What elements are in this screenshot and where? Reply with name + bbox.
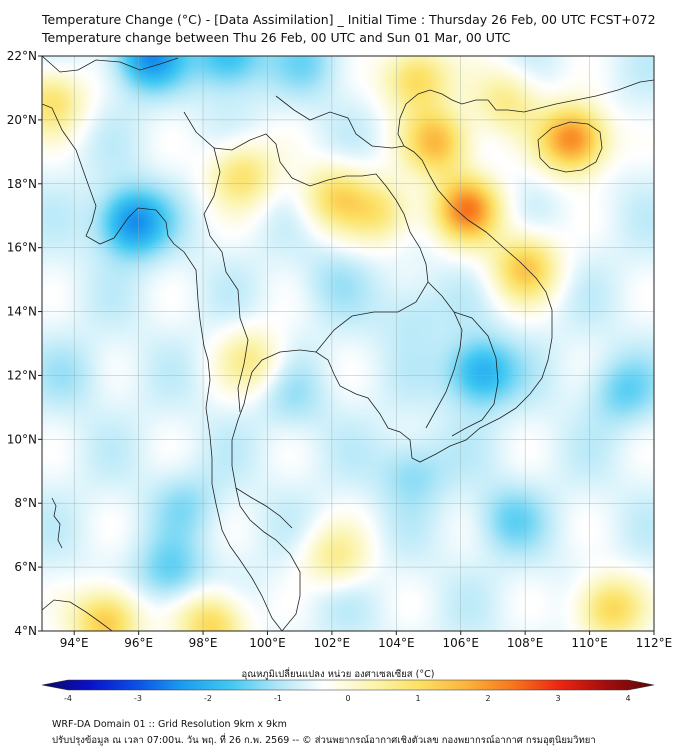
border-myanmar-thailand [183,111,249,413]
border-thailand-laos [213,133,429,283]
lat-tick-label: 6°N [14,560,37,574]
border-laos-vietnam [275,95,405,149]
footer-credit: ปรับปรุงข้อมูล ณ เวลา 07:00น. วัน พฤ. ที… [52,735,596,746]
lat-tick-label: 16°N [7,241,37,255]
lon-tick-label: 110°E [571,636,608,650]
colorbar-tick-label: 1 [415,694,420,703]
colorbar-tick-label: -4 [64,694,72,703]
lat-tick-label: 8°N [14,496,37,510]
lat-tick-label: 18°N [7,177,37,191]
colorbar-tick-label: 0 [345,694,350,703]
colorbar-tick-label: -3 [134,694,142,703]
lat-tick-label: 20°N [7,113,37,127]
lon-tick-label: 106°E [442,636,479,650]
border-thailand-cambodia [315,281,463,429]
lon-tick-label: 104°E [378,636,415,650]
coastline-china [487,79,654,113]
temperature-field [42,56,654,631]
lat-tick-label: 22°N [7,49,37,63]
coastlines-and-borders [42,56,654,631]
colorbar-label: อุณหภูมิเปลี่ยนแปลง หน่วย องศาเซลเซียส (… [241,669,435,680]
lon-tick-label: 94°E [60,636,89,650]
coastline-sumatra [42,599,113,631]
hainan-island [537,121,603,173]
map-title: Temperature Change (°C) - [Data Assimila… [42,12,656,27]
coastline-west [42,103,283,631]
lat-tick-label: 4°N [14,624,37,638]
border-cambodia-vietnam [451,311,499,437]
lon-tick-label: 96°E [124,636,153,650]
colorbar: -4 -3 -2 -1 0 1 2 3 4 [41,679,655,703]
colorbar-tick-label: -2 [204,694,212,703]
map-subtitle: Temperature change between Thu 26 Feb, 0… [42,30,511,45]
lon-tick-label: 98°E [189,636,218,650]
lon-tick-label: 100°E [249,636,286,650]
colorbar-tick-label: 2 [485,694,490,703]
border-myanmar-china [42,56,179,73]
coastline-gulf [231,89,553,631]
lon-tick-label: 108°E [507,636,544,650]
lon-tick-label: 112°E [636,636,673,650]
border-thailand-malaysia [235,487,293,529]
latitude-axis: 4°N 6°N 8°N 10°N 12°N 14°N 16°N 18°N 20°N 22°N [7,49,42,638]
footer-model-info: WRF-DA Domain 01 :: Grid Resolution 9km … [52,719,287,730]
graticule [42,56,654,631]
lat-tick-label: 14°N [7,305,37,319]
lat-tick-label: 12°N [7,368,37,382]
colorbar-tick-label: 3 [555,694,560,703]
plot-area [42,56,654,631]
colorbar-tick-label: 4 [625,694,630,703]
colorbar-tick-label: -1 [274,694,282,703]
plot-frame [41,55,655,632]
lat-tick-label: 10°N [7,432,37,446]
lon-tick-label: 102°E [314,636,351,650]
colorbar-ramp [41,679,655,691]
longitude-axis: 94°E 96°E 98°E 100°E 102°E 104°E 106°E 108°E 110… [60,631,672,650]
andaman-islands [51,497,63,549]
